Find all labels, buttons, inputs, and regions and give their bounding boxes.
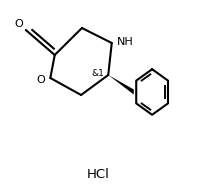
Polygon shape	[108, 75, 134, 95]
Text: HCl: HCl	[87, 168, 110, 181]
Text: NH: NH	[117, 37, 133, 47]
Text: O: O	[14, 19, 23, 29]
Text: &1: &1	[91, 69, 104, 78]
Text: O: O	[37, 75, 46, 85]
